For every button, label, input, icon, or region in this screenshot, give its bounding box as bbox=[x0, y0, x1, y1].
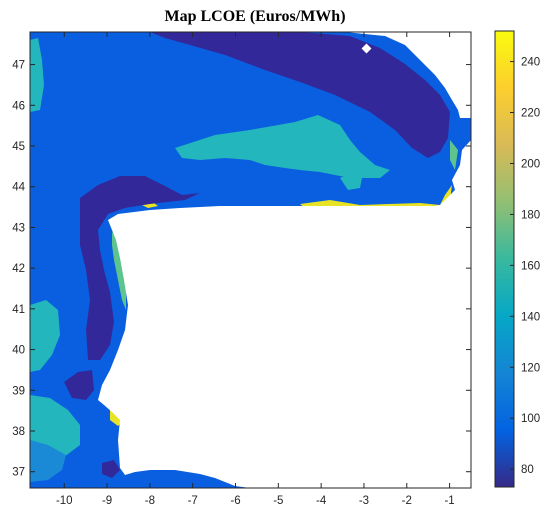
x-tick-label: -8 bbox=[145, 495, 155, 507]
y-tick-label: 38 bbox=[12, 426, 25, 438]
x-tick-label: -4 bbox=[316, 495, 327, 507]
ocean-region-west-mid bbox=[30, 300, 60, 372]
ocean-region-biscay-small bbox=[340, 172, 362, 190]
y-tick-label: 47 bbox=[12, 60, 25, 72]
y-tick-label: 40 bbox=[12, 345, 25, 357]
colorbar-tick-label: 100 bbox=[521, 413, 540, 425]
map-plot-area bbox=[30, 32, 471, 488]
x-tick-label: -1 bbox=[444, 495, 454, 507]
ocean-region-gulf-west bbox=[30, 440, 66, 482]
chart-title: Map LCOE (Euros/MWh) bbox=[164, 8, 345, 25]
ocean-region-low-lcoe-gulf bbox=[102, 460, 120, 478]
x-tick-label: -3 bbox=[359, 495, 369, 507]
colorbar-tick-label: 240 bbox=[521, 57, 540, 69]
land-france bbox=[345, 32, 471, 118]
colorbar-tick-label: 120 bbox=[521, 362, 540, 374]
colorbar-tick-label: 200 bbox=[521, 158, 540, 170]
y-tick-label: 39 bbox=[12, 385, 25, 397]
x-tick-label: -5 bbox=[273, 495, 283, 507]
x-tick-label: -6 bbox=[230, 495, 240, 507]
y-tick-label: 37 bbox=[12, 467, 25, 479]
colorbar-tick-label: 220 bbox=[521, 108, 540, 120]
ocean-region-low-lcoe-galicia bbox=[80, 176, 200, 360]
y-tick-label: 41 bbox=[12, 304, 25, 316]
land-iberia bbox=[98, 140, 471, 488]
ocean-region-low-lcoe-north bbox=[150, 32, 450, 158]
y-tick-label: 46 bbox=[12, 100, 25, 112]
x-tick-label: -9 bbox=[102, 495, 112, 507]
x-axis: -10 -9 -8 -7 -6 -5 -4 -3 -2 -1 bbox=[56, 32, 455, 507]
y-tick-label: 42 bbox=[12, 263, 25, 275]
x-tick-label: -10 bbox=[56, 495, 73, 507]
colorbar-tick-label: 80 bbox=[521, 464, 534, 476]
ocean-region-biscay-center bbox=[175, 115, 390, 178]
ocean-region-west-north bbox=[30, 38, 44, 112]
colorbar-tick-label: 160 bbox=[521, 260, 540, 272]
map-axes-box bbox=[29, 31, 472, 489]
colorbar: 80 100 120 140 160 180 200 220 240 bbox=[494, 30, 540, 488]
y-axis: 37 38 39 40 41 42 43 44 45 46 47 bbox=[12, 60, 471, 479]
colorbar-tick-label: 140 bbox=[521, 311, 540, 323]
ocean-region-low-lcoe-south bbox=[64, 370, 94, 400]
colorbar-ticks: 80 100 120 140 160 180 200 220 240 bbox=[510, 57, 540, 476]
x-tick-label: -2 bbox=[402, 495, 412, 507]
colorbar-tick-label: 180 bbox=[521, 209, 540, 221]
y-tick-label: 44 bbox=[12, 182, 25, 194]
land-below-south-coast bbox=[255, 470, 471, 488]
land-masses bbox=[98, 32, 471, 488]
y-tick-label: 45 bbox=[12, 141, 25, 153]
colorbar-bar bbox=[494, 30, 515, 488]
x-tick-label: -7 bbox=[188, 495, 198, 507]
y-tick-label: 43 bbox=[12, 222, 25, 234]
